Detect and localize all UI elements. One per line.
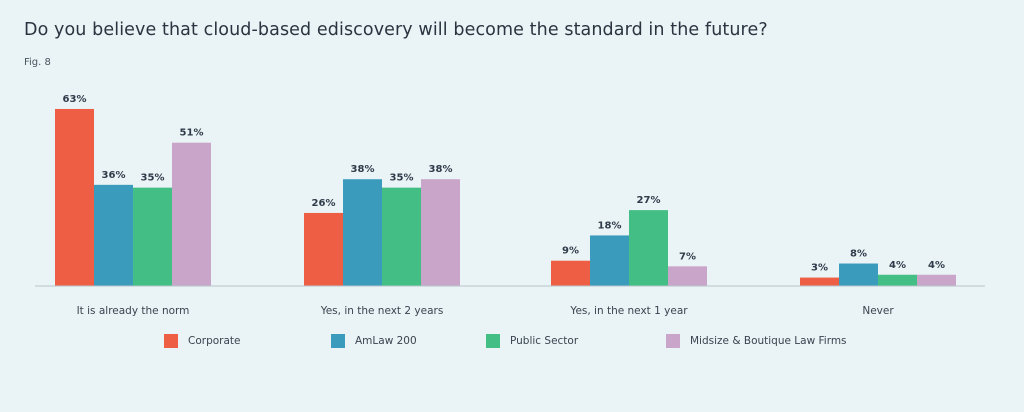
bar-midsize-boutique-law-firms-never bbox=[917, 274, 956, 286]
data-label-midsize-boutique-law-firms-it-is-already-the-norm: 51% bbox=[180, 128, 204, 139]
bar-corporate-yes-in-the-next-1-year bbox=[551, 260, 590, 286]
bar-corporate-it-is-already-the-norm bbox=[55, 108, 94, 286]
data-label-amlaw-200-never: 8% bbox=[850, 249, 867, 260]
data-label-public-sector-yes-in-the-next-2-years: 35% bbox=[390, 173, 414, 184]
data-label-corporate-it-is-already-the-norm: 63% bbox=[63, 94, 87, 105]
bar-public-sector-never bbox=[878, 274, 917, 286]
bar-public-sector-it-is-already-the-norm bbox=[133, 187, 172, 286]
legend-label-midsize-boutique: Midsize & Boutique Law Firms bbox=[690, 335, 847, 347]
legend-label-public-sector: Public Sector bbox=[510, 335, 579, 347]
data-label-midsize-boutique-law-firms-never: 4% bbox=[928, 260, 945, 271]
bar-amlaw-200-yes-in-the-next-1-year bbox=[590, 235, 629, 286]
data-label-corporate-yes-in-the-next-2-years: 26% bbox=[312, 198, 336, 209]
data-label-public-sector-yes-in-the-next-1-year: 27% bbox=[637, 195, 661, 206]
bar-midsize-boutique-law-firms-it-is-already-the-norm bbox=[172, 142, 211, 286]
figure-label: Fig. 8 bbox=[24, 57, 51, 68]
legend-swatch-public-sector bbox=[486, 334, 500, 348]
x-tick-label-yes-in-the-next-1-year: Yes, in the next 1 year bbox=[569, 305, 688, 317]
chart-legend: Corporate AmLaw 200 Public Sector Midsiz… bbox=[0, 334, 1024, 358]
chart-title: Do you believe that cloud-based ediscove… bbox=[24, 20, 768, 40]
legend-item-amlaw-200: AmLaw 200 bbox=[331, 334, 417, 348]
legend-label-corporate: Corporate bbox=[188, 335, 241, 347]
legend-swatch-amlaw-200 bbox=[331, 334, 345, 348]
data-label-amlaw-200-yes-in-the-next-2-years: 38% bbox=[351, 164, 375, 175]
legend-item-midsize-boutique: Midsize & Boutique Law Firms bbox=[666, 334, 847, 348]
x-tick-label-yes-in-the-next-2-years: Yes, in the next 2 years bbox=[320, 305, 444, 317]
legend-item-corporate: Corporate bbox=[164, 334, 241, 348]
bar-midsize-boutique-law-firms-yes-in-the-next-1-year bbox=[668, 266, 707, 286]
bar-corporate-never bbox=[800, 277, 839, 286]
data-label-midsize-boutique-law-firms-yes-in-the-next-1-year: 7% bbox=[679, 251, 696, 262]
legend-swatch-midsize-boutique bbox=[666, 334, 680, 348]
bar-corporate-yes-in-the-next-2-years bbox=[304, 212, 343, 286]
x-tick-label-never: Never bbox=[862, 305, 894, 317]
bar-midsize-boutique-law-firms-yes-in-the-next-2-years bbox=[421, 179, 460, 286]
bar-amlaw-200-it-is-already-the-norm bbox=[94, 184, 133, 286]
data-label-midsize-boutique-law-firms-yes-in-the-next-2-years: 38% bbox=[429, 164, 453, 175]
data-label-corporate-yes-in-the-next-1-year: 9% bbox=[562, 246, 579, 257]
bar-public-sector-yes-in-the-next-2-years bbox=[382, 187, 421, 286]
data-label-public-sector-it-is-already-the-norm: 35% bbox=[141, 173, 165, 184]
data-label-amlaw-200-it-is-already-the-norm: 36% bbox=[102, 170, 126, 181]
data-label-public-sector-never: 4% bbox=[889, 260, 906, 271]
legend-swatch-corporate bbox=[164, 334, 178, 348]
x-tick-label-it-is-already-the-norm: It is already the norm bbox=[77, 305, 190, 317]
bar-amlaw-200-yes-in-the-next-2-years bbox=[343, 179, 382, 286]
bar-amlaw-200-never bbox=[839, 263, 878, 286]
data-label-amlaw-200-yes-in-the-next-1-year: 18% bbox=[598, 220, 622, 231]
data-label-corporate-never: 3% bbox=[811, 263, 828, 274]
bar-public-sector-yes-in-the-next-1-year bbox=[629, 210, 668, 286]
legend-label-amlaw-200: AmLaw 200 bbox=[355, 335, 417, 347]
legend-item-public-sector: Public Sector bbox=[486, 334, 578, 348]
